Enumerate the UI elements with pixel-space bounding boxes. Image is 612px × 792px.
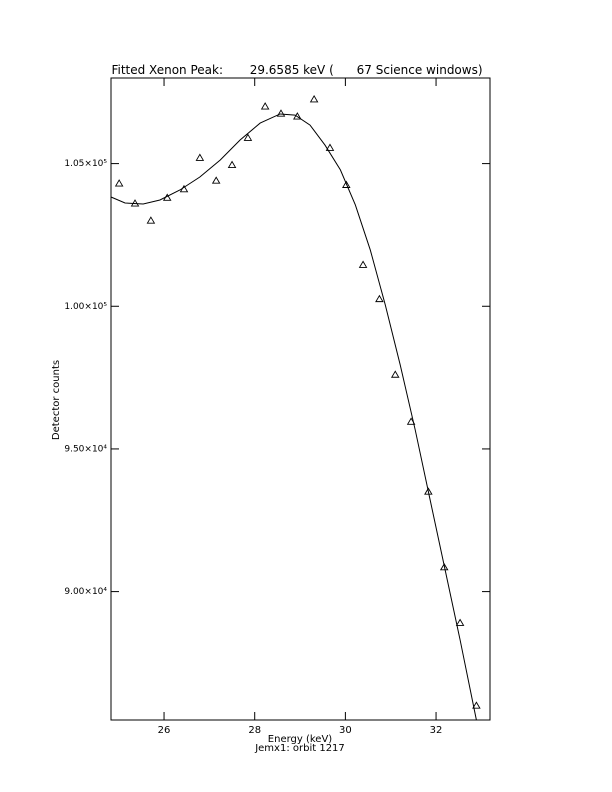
data-point xyxy=(342,180,351,188)
y-axis-label: Detector counts xyxy=(51,360,62,440)
plot-frame xyxy=(110,77,491,721)
data-point xyxy=(472,701,481,709)
fit-line xyxy=(110,113,477,721)
x-tick-label: 28 xyxy=(248,725,261,736)
x-axis-label: Energy (keV) xyxy=(268,734,333,745)
data-point xyxy=(243,133,253,141)
data-point xyxy=(358,260,368,268)
data-point xyxy=(227,160,237,168)
data-point xyxy=(114,179,124,187)
y-tick-label: 1.00×10⁵ xyxy=(64,302,107,312)
data-point xyxy=(439,562,449,571)
data-point xyxy=(375,294,384,303)
x-tick-label: 26 xyxy=(158,725,171,736)
x-tick-label: 30 xyxy=(339,725,352,736)
data-point xyxy=(211,176,221,184)
data-point xyxy=(309,95,319,103)
data-point xyxy=(390,370,400,378)
x-tick-label: 32 xyxy=(430,725,443,736)
y-tick-label: 9.50×10⁴ xyxy=(64,444,107,454)
y-tick-label: 9.00×10⁴ xyxy=(64,587,107,597)
data-point xyxy=(424,487,433,495)
data-point xyxy=(455,618,465,626)
data-point xyxy=(276,109,286,117)
data-point xyxy=(195,153,205,161)
data-point xyxy=(325,143,335,151)
chart-title: Fitted Xenon Peak: 29.6585 keV ( 67 Scie… xyxy=(111,63,482,77)
subtitle: Jemx1: orbit 1217 xyxy=(254,743,345,754)
data-point xyxy=(146,216,156,224)
y-tick-label: 1.05×10⁵ xyxy=(64,159,107,169)
data-point xyxy=(260,102,270,110)
